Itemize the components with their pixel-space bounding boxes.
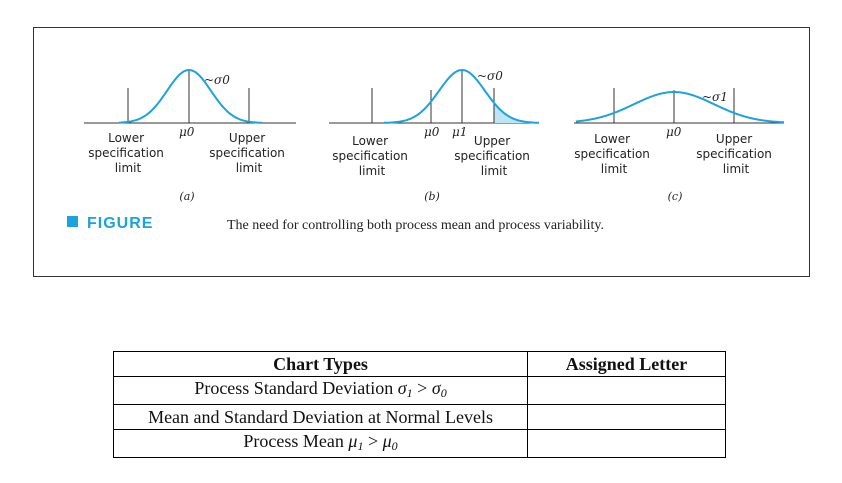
figure-svg: ~σ0 μ0 Lower specification limit Upper s… — [67, 68, 785, 233]
panel-c-curve — [575, 91, 785, 124]
panel-c-mean-label: μ0 — [666, 125, 682, 139]
table-cell-chart-type: Process Mean μ1 > μ0 — [112, 429, 529, 458]
table-cell-assigned-letter[interactable] — [527, 404, 726, 430]
panel-c-letter: (c) — [668, 190, 683, 203]
panel-b-curve — [384, 68, 539, 124]
figure-title-square-icon — [67, 216, 78, 227]
chart-assignment-table: Chart Types Assigned Letter Process Stan… — [112, 351, 726, 458]
table-header-assigned-letter: Assigned Letter — [527, 351, 726, 377]
figure-caption: The need for controlling both process me… — [227, 218, 604, 233]
panel-b-lower-label: Lower specification limit — [332, 134, 412, 178]
figure-title: FIGURE — [87, 215, 153, 232]
panel-a-mean-label: μ0 — [179, 125, 195, 139]
table-header-row: Chart Types Assigned Letter — [112, 351, 726, 377]
panel-b-mean0-label: μ0 — [424, 125, 440, 139]
panel-b: ~σ0 μ0 μ1 Lower specification limit Uppe… — [329, 68, 539, 203]
panel-a-lower-label: Lower specification limit — [88, 131, 168, 175]
panel-a-letter: (a) — [179, 190, 194, 203]
panel-b-upper-label: Upper specification limit — [454, 134, 534, 178]
panel-a-curve — [118, 68, 263, 124]
table-row: Mean and Standard Deviation at Normal Le… — [112, 404, 726, 430]
panel-b-mean1-label: μ1 — [452, 125, 467, 139]
panel-c-upper-label: Upper specification limit — [696, 132, 776, 176]
table-row: Process Mean μ1 > μ0 — [112, 429, 726, 458]
panel-c-sigma-label: ~σ1 — [702, 90, 728, 104]
table-cell-chart-type: Mean and Standard Deviation at Normal Le… — [112, 404, 529, 430]
panel-c-lower-label: Lower specification limit — [574, 132, 654, 176]
panel-b-shaded-tail — [494, 102, 539, 123]
table-row: Process Standard Deviation σ1 > σ0 — [112, 376, 726, 405]
panel-b-sigma-label: ~σ0 — [477, 69, 503, 83]
table-header-chart-types: Chart Types — [112, 351, 529, 377]
table-cell-assigned-letter[interactable] — [527, 429, 726, 458]
figure-frame: ~σ0 μ0 Lower specification limit Upper s… — [33, 27, 810, 277]
panel-c: ~σ1 μ0 Lower specification limit Upper s… — [574, 88, 785, 203]
panel-a-upper-label: Upper specification limit — [209, 131, 289, 175]
panel-b-letter: (b) — [424, 190, 440, 203]
table-cell-chart-type: Process Standard Deviation σ1 > σ0 — [112, 376, 529, 405]
panel-a-sigma-label: ~σ0 — [204, 73, 230, 87]
table-cell-assigned-letter[interactable] — [527, 376, 726, 405]
panel-a: ~σ0 μ0 Lower specification limit Upper s… — [84, 68, 296, 203]
